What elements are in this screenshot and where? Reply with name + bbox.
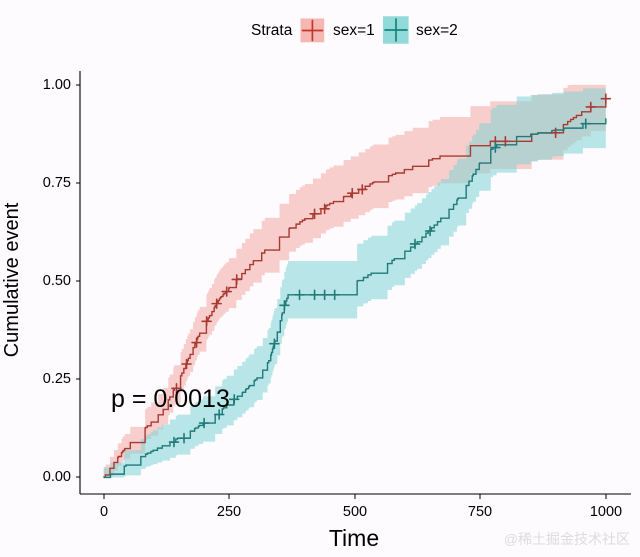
- svg-text:0.75: 0.75: [43, 175, 71, 191]
- svg-text:1000: 1000: [590, 504, 622, 520]
- svg-text:Cumulative event: Cumulative event: [1, 202, 23, 357]
- svg-text:0.50: 0.50: [43, 273, 71, 289]
- svg-text:sex=1: sex=1: [333, 22, 375, 39]
- svg-text:1.00: 1.00: [43, 77, 71, 93]
- svg-text:Time: Time: [329, 525, 379, 551]
- svg-text:0.00: 0.00: [43, 469, 71, 485]
- svg-text:750: 750: [468, 504, 492, 520]
- svg-text:sex=2: sex=2: [416, 22, 458, 39]
- svg-text:500: 500: [343, 504, 367, 520]
- svg-text:0.25: 0.25: [43, 371, 71, 387]
- svg-text:0: 0: [100, 504, 108, 520]
- svg-text:p = 0.0013: p = 0.0013: [111, 385, 230, 413]
- svg-text:Strata: Strata: [251, 22, 293, 39]
- svg-text:250: 250: [217, 504, 241, 520]
